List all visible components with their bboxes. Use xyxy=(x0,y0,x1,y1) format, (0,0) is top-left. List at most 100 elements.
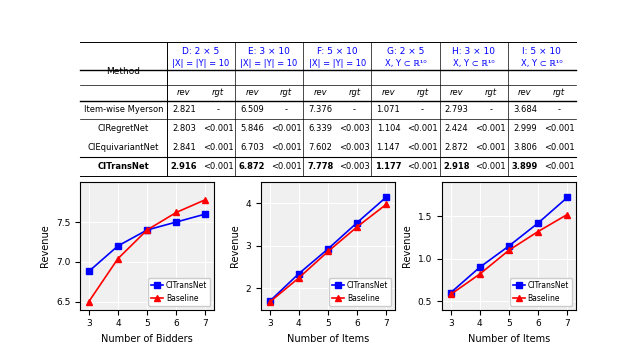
Text: <0.001: <0.001 xyxy=(407,124,438,133)
Baseline xyxy=(563,212,571,216)
Text: <0.001: <0.001 xyxy=(543,124,574,133)
Text: 6.872: 6.872 xyxy=(239,162,266,171)
Baseline xyxy=(505,248,513,252)
Text: 2.872: 2.872 xyxy=(445,143,468,152)
Baseline xyxy=(266,300,273,304)
Text: 3.899: 3.899 xyxy=(512,162,538,171)
Text: 6.703: 6.703 xyxy=(240,143,264,152)
Text: <0.003: <0.003 xyxy=(339,143,370,152)
Text: 2.793: 2.793 xyxy=(445,105,468,114)
Text: rev: rev xyxy=(518,88,532,97)
Text: 1.177: 1.177 xyxy=(375,162,402,171)
Text: G: 2 × 5: G: 2 × 5 xyxy=(387,47,424,56)
Y-axis label: Revenue: Revenue xyxy=(403,224,412,267)
CITransNet xyxy=(324,247,332,251)
Text: 2.424: 2.424 xyxy=(445,124,468,133)
X-axis label: Number of Items: Number of Items xyxy=(287,334,369,344)
Text: X, Y ⊂ ℝ¹⁰: X, Y ⊂ ℝ¹⁰ xyxy=(453,60,495,69)
Y-axis label: Revenue: Revenue xyxy=(230,224,240,267)
Baseline xyxy=(114,256,122,261)
Text: <0.001: <0.001 xyxy=(407,162,438,171)
Text: <0.003: <0.003 xyxy=(339,162,370,171)
Text: 2.803: 2.803 xyxy=(172,124,196,133)
Text: <0.001: <0.001 xyxy=(476,124,506,133)
Baseline xyxy=(353,225,361,229)
Text: |X| = |Y| = 10: |X| = |Y| = 10 xyxy=(172,60,230,69)
Baseline xyxy=(447,292,454,296)
Text: <0.001: <0.001 xyxy=(543,143,574,152)
Text: <0.001: <0.001 xyxy=(476,143,506,152)
Text: 2.841: 2.841 xyxy=(172,143,196,152)
Text: 6.339: 6.339 xyxy=(308,124,332,133)
Baseline xyxy=(202,198,209,202)
Text: rgt: rgt xyxy=(212,88,224,97)
Text: 1.147: 1.147 xyxy=(376,143,401,152)
CITransNet xyxy=(476,265,484,269)
CITransNet xyxy=(447,291,454,295)
Text: rgt: rgt xyxy=(417,88,429,97)
Text: rev: rev xyxy=(245,88,259,97)
Line: Baseline: Baseline xyxy=(448,212,570,297)
Baseline xyxy=(172,211,180,215)
Baseline xyxy=(85,300,93,304)
CITransNet xyxy=(266,299,273,303)
Line: CITransNet: CITransNet xyxy=(267,194,389,304)
Text: 6.509: 6.509 xyxy=(240,105,264,114)
Text: 1.071: 1.071 xyxy=(376,105,401,114)
Line: CITransNet: CITransNet xyxy=(448,195,570,295)
CITransNet xyxy=(383,195,390,199)
CITransNet xyxy=(85,269,93,274)
Text: |X| = |Y| = 10: |X| = |Y| = 10 xyxy=(241,60,298,69)
Text: Method: Method xyxy=(106,67,140,76)
Baseline xyxy=(143,228,151,232)
Text: <0.001: <0.001 xyxy=(543,162,574,171)
X-axis label: Number of Items: Number of Items xyxy=(468,334,550,344)
Text: rev: rev xyxy=(450,88,463,97)
Text: <0.001: <0.001 xyxy=(271,124,301,133)
Text: rev: rev xyxy=(314,88,327,97)
Baseline xyxy=(324,250,332,254)
Text: 7.778: 7.778 xyxy=(307,162,333,171)
Text: rgt: rgt xyxy=(348,88,360,97)
CITransNet xyxy=(353,221,361,225)
Line: CITransNet: CITransNet xyxy=(86,211,208,274)
Text: -: - xyxy=(285,105,287,114)
Text: D: 2 × 5: D: 2 × 5 xyxy=(182,47,220,56)
Text: 7.376: 7.376 xyxy=(308,105,332,114)
Baseline xyxy=(476,272,484,276)
Text: 3.684: 3.684 xyxy=(513,105,537,114)
Text: rgt: rgt xyxy=(553,88,565,97)
CITransNet xyxy=(143,228,151,232)
Text: 1.104: 1.104 xyxy=(376,124,400,133)
Text: E: 3 × 10: E: 3 × 10 xyxy=(248,47,290,56)
Legend: CITransNet, Baseline: CITransNet, Baseline xyxy=(148,278,210,306)
Text: rgt: rgt xyxy=(484,88,497,97)
CITransNet xyxy=(534,221,542,225)
Text: -: - xyxy=(216,105,220,114)
Text: -: - xyxy=(489,105,492,114)
Text: <0.001: <0.001 xyxy=(476,162,506,171)
Text: -: - xyxy=(557,105,561,114)
Text: X, Y ⊂ ℝ¹⁰: X, Y ⊂ ℝ¹⁰ xyxy=(385,60,426,69)
Text: -: - xyxy=(353,105,356,114)
Text: 3.806: 3.806 xyxy=(513,143,537,152)
Text: rev: rev xyxy=(381,88,396,97)
Text: CIEquivariantNet: CIEquivariantNet xyxy=(88,143,159,152)
Text: <0.001: <0.001 xyxy=(203,143,233,152)
Text: rgt: rgt xyxy=(280,88,292,97)
Line: Baseline: Baseline xyxy=(267,201,389,305)
X-axis label: Number of Bidders: Number of Bidders xyxy=(101,334,193,344)
Baseline xyxy=(383,202,390,206)
Text: 2.918: 2.918 xyxy=(444,162,470,171)
Text: I: 5 × 10: I: 5 × 10 xyxy=(522,47,561,56)
Text: CIRegretNet: CIRegretNet xyxy=(98,124,149,133)
Legend: CITransNet, Baseline: CITransNet, Baseline xyxy=(510,278,572,306)
Text: <0.001: <0.001 xyxy=(203,162,233,171)
CITransNet xyxy=(505,244,513,248)
Legend: CITransNet, Baseline: CITransNet, Baseline xyxy=(329,278,391,306)
Text: <0.001: <0.001 xyxy=(407,143,438,152)
Text: CITransNet: CITransNet xyxy=(97,162,149,171)
Text: <0.003: <0.003 xyxy=(339,124,370,133)
Text: <0.001: <0.001 xyxy=(271,143,301,152)
Text: 2.916: 2.916 xyxy=(170,162,197,171)
